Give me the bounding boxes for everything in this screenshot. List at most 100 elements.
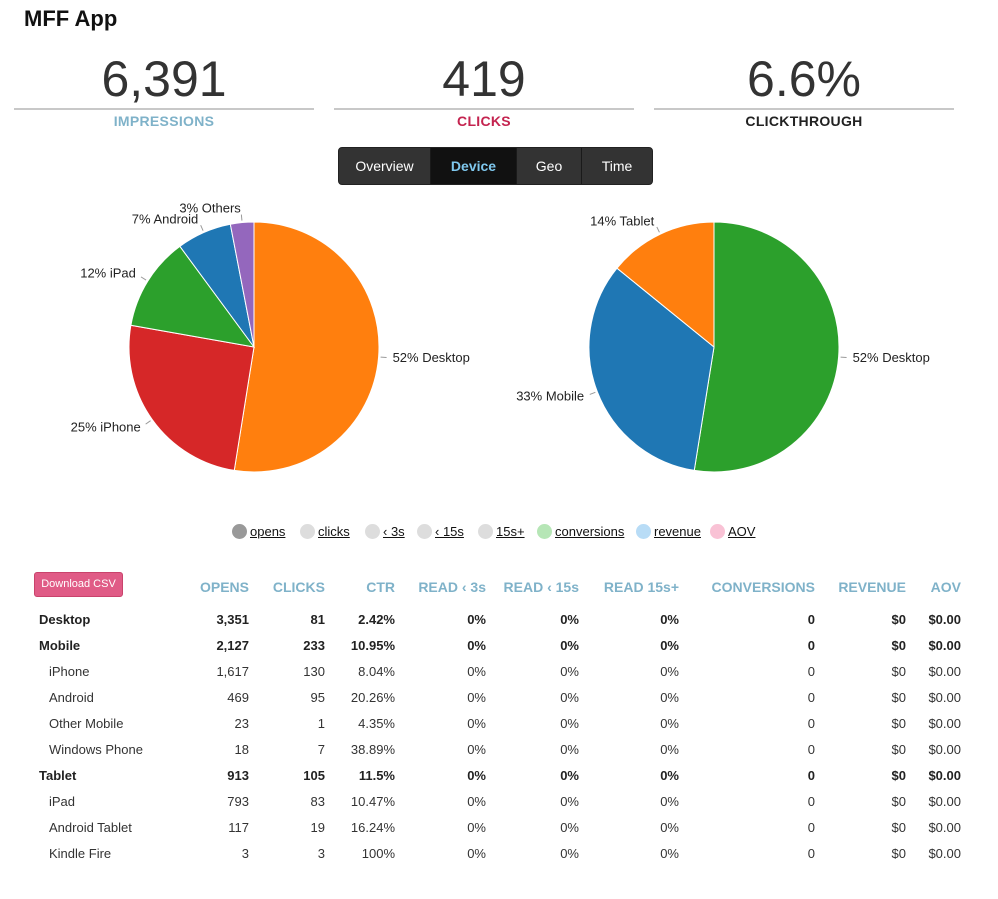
legend-toggle-4[interactable]: 15s+ <box>478 520 525 542</box>
column-header[interactable]: READ ‹ 15s <box>503 579 579 595</box>
stat-clickthrough: 6.6% CLICKTHROUGH <box>654 50 954 129</box>
table-cell: 0% <box>560 715 579 731</box>
legend-label: AOV <box>728 523 756 539</box>
table-cell: 0% <box>660 663 679 679</box>
table-cell: $0 <box>891 663 906 679</box>
table-cell: $0.00 <box>928 611 961 627</box>
legend-toggle-5[interactable]: conversions <box>537 520 624 542</box>
column-header[interactable]: OPENS <box>199 579 249 595</box>
table-cell: 16.24% <box>350 819 395 835</box>
stat-impressions: 6,391 IMPRESSIONS <box>14 50 314 129</box>
legend-toggle-3[interactable]: ‹ 15s <box>417 520 464 542</box>
table-cell: 913 <box>227 767 249 783</box>
table-cell: 3 <box>317 845 325 861</box>
legend-label: revenue <box>654 523 701 539</box>
table-row: Desktop 3,351 81 2.42% 0% 0% 0% 0 $0 $0.00 <box>28 598 961 632</box>
column-header <box>28 576 158 598</box>
legend-dot-icon <box>537 523 552 539</box>
pie-slice-desktop[interactable] <box>693 221 840 473</box>
pie-label-leader <box>240 214 243 221</box>
table-cell: $0 <box>891 715 906 731</box>
pie-slice-tablet[interactable] <box>616 221 715 349</box>
table-cell: 0% <box>560 845 579 861</box>
tab-device[interactable]: Device <box>431 148 517 184</box>
legend-toggle-0[interactable]: opens <box>232 520 285 542</box>
stat-label: CLICKS <box>457 113 511 129</box>
table-row: Android Tablet 117 19 16.24% 0% 0% 0% 0 $0 $0.00 <box>28 814 961 840</box>
table-cell: 0% <box>467 845 486 861</box>
table-cell: 7 <box>317 741 325 757</box>
table-cell: $0.00 <box>928 663 961 679</box>
column-header[interactable]: CONVERSIONS <box>711 579 815 595</box>
table-row: iPad 793 83 10.47% 0% 0% 0% 0 $0 $0.00 <box>28 788 961 814</box>
pie-slice-label: 14% Tablet <box>590 213 654 228</box>
column-header[interactable]: CTR <box>366 579 395 595</box>
pie-label-leader <box>140 276 147 281</box>
table-cell: 0% <box>660 689 679 705</box>
tab-overview[interactable]: Overview <box>339 148 431 184</box>
column-header[interactable]: READ ‹ 3s <box>418 579 486 595</box>
download-csv-button[interactable]: Download CSV <box>34 572 123 597</box>
tab-time[interactable]: Time <box>601 158 633 174</box>
pie-slice-label: 52% Desktop <box>853 350 930 365</box>
table-cell: $0.00 <box>928 767 961 783</box>
stat-label: IMPRESSIONS <box>113 113 215 129</box>
table-cell: 18 <box>234 741 249 757</box>
table-cell: 0 <box>807 793 815 809</box>
pie-chart-1: 52% Desktop 25% iPhone 12% iPad 7% Android3… <box>71 201 470 473</box>
table-cell: 0% <box>467 637 486 653</box>
table-cell: 11.5% <box>358 767 395 783</box>
tab-geo[interactable]: Geo <box>517 148 582 184</box>
table-cell: 0 <box>807 767 815 783</box>
table-cell: 3 <box>241 845 249 861</box>
column-header[interactable]: AOV <box>930 579 961 595</box>
legend-toggle-1[interactable]: clicks <box>300 520 350 542</box>
table-cell: 0 <box>807 715 815 731</box>
table-cell: $0 <box>891 819 906 835</box>
table-cell: 10.47% <box>350 793 395 809</box>
table-cell: 0 <box>807 845 815 861</box>
legend-toggle-2[interactable]: ‹ 3s <box>365 520 405 542</box>
table-cell: 0% <box>467 715 486 731</box>
pie-slice-desktop[interactable] <box>233 221 380 473</box>
stat-value: 6,391 <box>101 51 227 107</box>
legend-toggle-7[interactable]: AOV <box>710 520 755 542</box>
table-cell: 8.04% <box>358 663 395 679</box>
table-cell: $0.00 <box>928 689 961 705</box>
table-cell: 0% <box>560 611 579 627</box>
table-cell: 0% <box>467 767 486 783</box>
pie-slice-iphone[interactable] <box>128 324 255 472</box>
pie-slice-mobile[interactable] <box>588 267 715 472</box>
pie-slice-ipad[interactable] <box>130 245 256 348</box>
row-label: Kindle Fire <box>49 845 112 861</box>
column-header[interactable]: READ 15s+ <box>603 579 679 595</box>
table-cell: 105 <box>303 767 325 783</box>
table-cell: 0 <box>807 611 815 627</box>
table-cell: 0% <box>660 845 679 861</box>
device-data-table: OPENS CLICKS CTR READ ‹ 3s READ ‹ 15s READ 15… <box>28 576 961 866</box>
pie-slice-others[interactable] <box>229 221 255 348</box>
table-cell: 0% <box>660 793 679 809</box>
table-cell: 0% <box>660 819 679 835</box>
legend-label: 15s+ <box>496 523 525 539</box>
table-cell: $0 <box>891 767 906 783</box>
legend-dot-icon <box>710 523 725 539</box>
table-cell: 0 <box>807 689 815 705</box>
legend-label: opens <box>250 523 286 539</box>
table-cell: 10.95% <box>350 637 395 653</box>
table-cell: 233 <box>303 637 325 653</box>
legend-dot-icon <box>417 523 432 539</box>
column-header[interactable]: REVENUE <box>838 579 906 595</box>
legend-label: clicks <box>318 523 350 539</box>
table-cell: 0% <box>467 819 486 835</box>
legend-toggle-6[interactable]: revenue <box>636 520 701 542</box>
table-cell: 0% <box>560 741 579 757</box>
legend-dot-icon <box>232 523 247 539</box>
column-header[interactable]: CLICKS <box>272 579 325 595</box>
legend-dot-icon <box>636 523 651 539</box>
table-cell: 117 <box>228 819 249 835</box>
app-title: MFF App <box>24 6 118 31</box>
table-cell: 0% <box>660 741 679 757</box>
pie-label-leader <box>145 420 151 425</box>
